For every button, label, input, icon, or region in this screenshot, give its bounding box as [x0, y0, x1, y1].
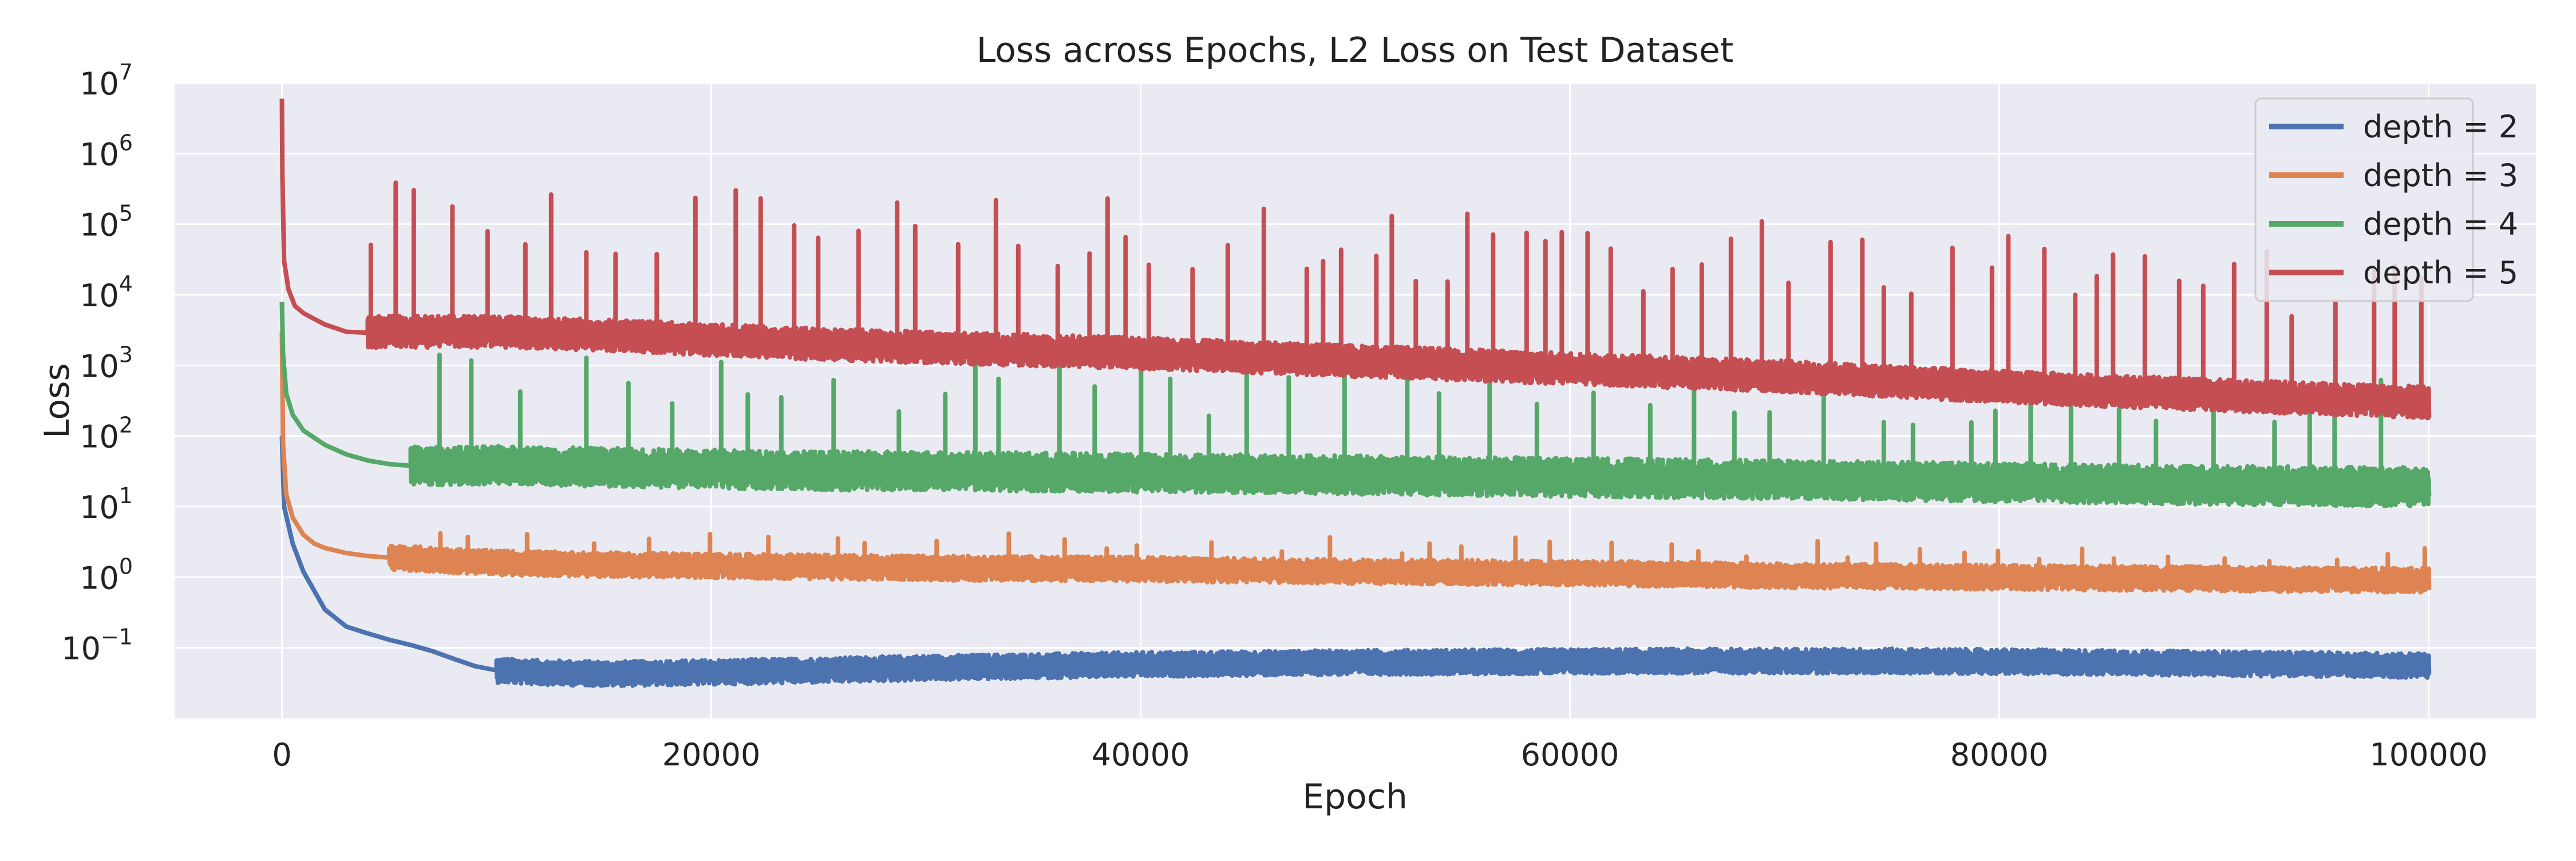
- y-tick-label: 103: [80, 342, 133, 384]
- y-tick-exponent: 2: [119, 413, 133, 438]
- y-axis-label: Loss: [37, 363, 77, 439]
- y-tick-base: 10: [80, 66, 119, 102]
- legend-label: depth = 5: [2363, 255, 2518, 291]
- y-tick-label: 10−1: [61, 625, 133, 667]
- y-tick-exponent: 1: [119, 483, 133, 508]
- y-tick-label: 106: [80, 130, 133, 172]
- y-tick-label: 105: [80, 201, 133, 243]
- y-tick-label: 101: [80, 483, 133, 526]
- x-tick-labels: 0 20000 40000 60000 80000 100000: [272, 737, 2487, 773]
- y-tick-base: 10: [80, 348, 119, 384]
- y-tick-label: 100: [80, 554, 133, 596]
- chart-title: Loss across Epochs, L2 Loss on Test Data…: [977, 30, 1734, 70]
- y-tick-base: 10: [80, 278, 119, 314]
- y-tick-label: 104: [80, 271, 133, 314]
- series-lines: [279, 98, 2432, 688]
- y-tick-exponent: 7: [119, 60, 133, 85]
- y-tick-base: 10: [80, 560, 119, 596]
- y-tick-base: 10: [61, 631, 101, 667]
- y-tick-exponent: 4: [119, 271, 133, 297]
- series-line-depth-5: [279, 98, 2432, 421]
- legend-label: depth = 3: [2363, 157, 2518, 193]
- y-tick-label: 107: [80, 60, 133, 102]
- legend-label: depth = 2: [2363, 109, 2518, 145]
- x-axis-label: Epoch: [1302, 777, 1408, 817]
- series-line-depth-3: [279, 331, 2432, 595]
- y-tick-exponent: 3: [119, 342, 133, 367]
- x-tick-label: 0: [272, 737, 291, 773]
- series-line-depth-4: [279, 301, 2432, 508]
- series-line-depth-2: [279, 436, 2432, 688]
- x-tick-label: 80000: [1950, 737, 2049, 773]
- y-tick-base: 10: [80, 136, 119, 172]
- x-tick-label: 60000: [1521, 737, 1619, 773]
- legend-label: depth = 4: [2363, 206, 2518, 242]
- y-tick-base: 10: [80, 419, 119, 455]
- x-tick-label: 20000: [662, 737, 761, 773]
- y-tick-exponent: 0: [119, 554, 133, 579]
- x-tick-label: 40000: [1092, 737, 1190, 773]
- y-tick-exponent: 5: [119, 201, 133, 226]
- y-tick-base: 10: [80, 207, 119, 243]
- legend: depth = 2 depth = 3 depth = 4 depth = 5: [2254, 97, 2518, 302]
- x-tick-label: 100000: [2369, 737, 2487, 773]
- y-tick-exponent: −1: [101, 625, 133, 650]
- legend-box: [2254, 97, 2474, 302]
- y-tick-label: 102: [80, 413, 133, 455]
- y-tick-exponent: 6: [119, 130, 133, 155]
- y-tick-base: 10: [80, 489, 119, 526]
